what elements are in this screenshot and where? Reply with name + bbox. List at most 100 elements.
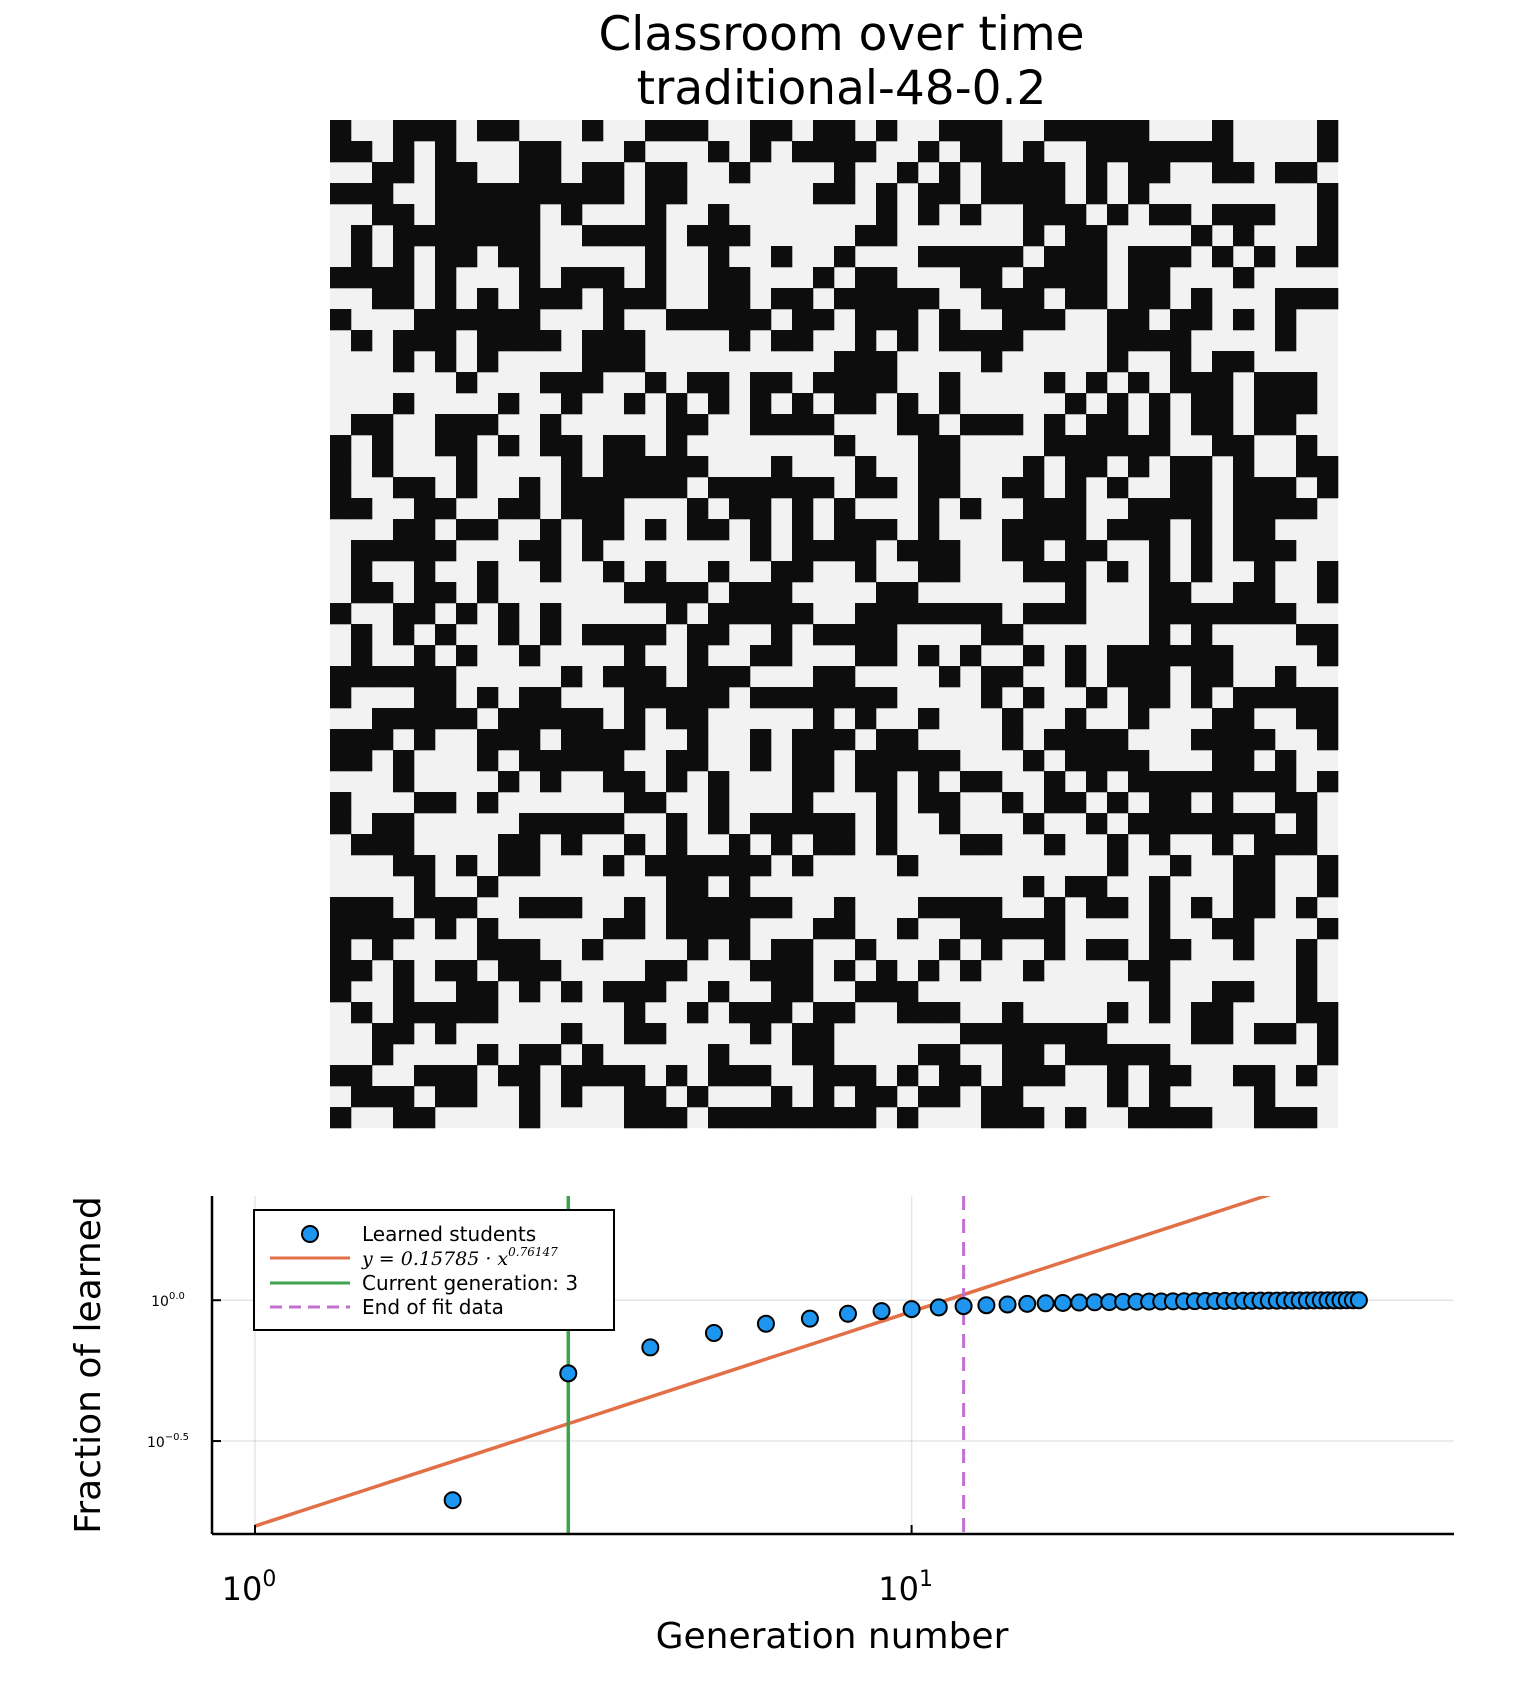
heatmap-cell — [456, 414, 478, 436]
data-point — [1114, 1292, 1133, 1311]
heatmap-cell — [1023, 498, 1045, 520]
heatmap-cell — [1149, 813, 1171, 835]
heatmap-cell — [855, 351, 877, 373]
heatmap-cell — [834, 834, 856, 856]
heatmap-cell — [603, 771, 625, 793]
heatmap-cell — [477, 918, 499, 940]
heatmap-cell — [1065, 288, 1087, 310]
heatmap-cell — [351, 267, 373, 289]
heatmap-cell — [1317, 729, 1339, 751]
heatmap-cell — [1065, 645, 1087, 667]
heatmap-cell — [414, 519, 436, 541]
heatmap-cell — [1149, 288, 1171, 310]
heatmap-cell — [1317, 477, 1339, 499]
heatmap-cell — [750, 540, 772, 562]
heatmap-cell — [897, 750, 919, 772]
heatmap-cell — [561, 729, 583, 751]
heatmap-cell — [1275, 393, 1297, 415]
heatmap-cell — [393, 918, 415, 940]
heatmap-cell — [1128, 1107, 1150, 1129]
heatmap-cell — [1233, 582, 1255, 604]
heatmap-cell — [981, 897, 1003, 919]
heatmap-cell — [1149, 645, 1171, 667]
legend-marker-learned — [301, 1225, 319, 1243]
heatmap-cell — [1002, 477, 1024, 499]
heatmap-cell — [1296, 708, 1318, 730]
heatmap-cell — [435, 708, 457, 730]
heatmap-cell — [855, 750, 877, 772]
heatmap-cell — [1107, 309, 1129, 331]
heatmap-cell — [750, 897, 772, 919]
data-point — [1331, 1291, 1350, 1310]
heatmap-cell — [372, 918, 394, 940]
heatmap-cell — [351, 183, 373, 205]
heatmap-cell — [750, 519, 772, 541]
heatmap-cell — [372, 939, 394, 961]
heatmap-cell — [582, 729, 604, 751]
heatmap-cell — [582, 624, 604, 646]
heatmap-cell — [918, 498, 940, 520]
data-point — [1259, 1291, 1278, 1310]
heatmap-cell — [414, 477, 436, 499]
heatmap-cell — [1254, 477, 1276, 499]
heatmap-cell — [435, 225, 457, 247]
heatmap-cell — [981, 1086, 1003, 1108]
heatmap-cell — [729, 330, 751, 352]
heatmap-cell — [645, 372, 667, 394]
heatmap-cell — [939, 309, 961, 331]
heatmap-cell — [1170, 498, 1192, 520]
heatmap-cell — [1275, 288, 1297, 310]
heatmap-cell — [1317, 225, 1339, 247]
heatmap-cell — [1149, 246, 1171, 268]
heatmap-cell — [1065, 750, 1087, 772]
heatmap-cell — [1275, 162, 1297, 184]
heatmap-cell — [855, 456, 877, 478]
heatmap-cell — [1023, 477, 1045, 499]
heatmap-cell — [603, 477, 625, 499]
heatmap-cell — [960, 897, 982, 919]
heatmap-cell — [1086, 813, 1108, 835]
heatmap-cell — [897, 582, 919, 604]
heatmap-cell — [792, 750, 814, 772]
heatmap-cell — [1149, 414, 1171, 436]
heatmap-cell — [1002, 1107, 1024, 1129]
heatmap-cell — [771, 561, 793, 583]
heatmap-cell — [729, 1002, 751, 1024]
heatmap-cell — [729, 1065, 751, 1087]
heatmap-cell — [414, 309, 436, 331]
heatmap-cell — [1254, 540, 1276, 562]
heatmap-cell — [981, 666, 1003, 688]
heatmap-cell — [540, 435, 562, 457]
heatmap-cell — [645, 225, 667, 247]
heatmap-cell — [771, 372, 793, 394]
heatmap-cell — [1128, 645, 1150, 667]
heatmap-cell — [708, 624, 730, 646]
heatmap-cell — [456, 162, 478, 184]
heatmap-cell — [1275, 330, 1297, 352]
heatmap-cell — [666, 855, 688, 877]
heatmap-cell — [1002, 666, 1024, 688]
heatmap-cell — [1254, 1023, 1276, 1045]
heatmap-cell — [1107, 1002, 1129, 1024]
heatmap-cell — [834, 1002, 856, 1024]
heatmap-cell — [1149, 918, 1171, 940]
heatmap-cell — [1107, 477, 1129, 499]
heatmap-cell — [540, 687, 562, 709]
heatmap-cell — [750, 855, 772, 877]
data-point — [1343, 1291, 1362, 1310]
heatmap-cell — [771, 1107, 793, 1129]
heatmap-cell — [918, 141, 940, 163]
legend-fit-exponent: 0.76147 — [508, 1245, 558, 1259]
heatmap-cell — [1212, 813, 1234, 835]
heatmap-cell — [561, 267, 583, 289]
heatmap-cell — [1191, 729, 1213, 751]
data-point — [1053, 1293, 1072, 1312]
heatmap-cell — [1086, 771, 1108, 793]
heatmap-cell — [372, 666, 394, 688]
heatmap-cell — [477, 939, 499, 961]
heatmap-cell — [456, 246, 478, 268]
heatmap-cell — [372, 1086, 394, 1108]
heatmap-cell — [435, 141, 457, 163]
heatmap-cell — [1086, 1023, 1108, 1045]
heatmap-cell — [1296, 834, 1318, 856]
